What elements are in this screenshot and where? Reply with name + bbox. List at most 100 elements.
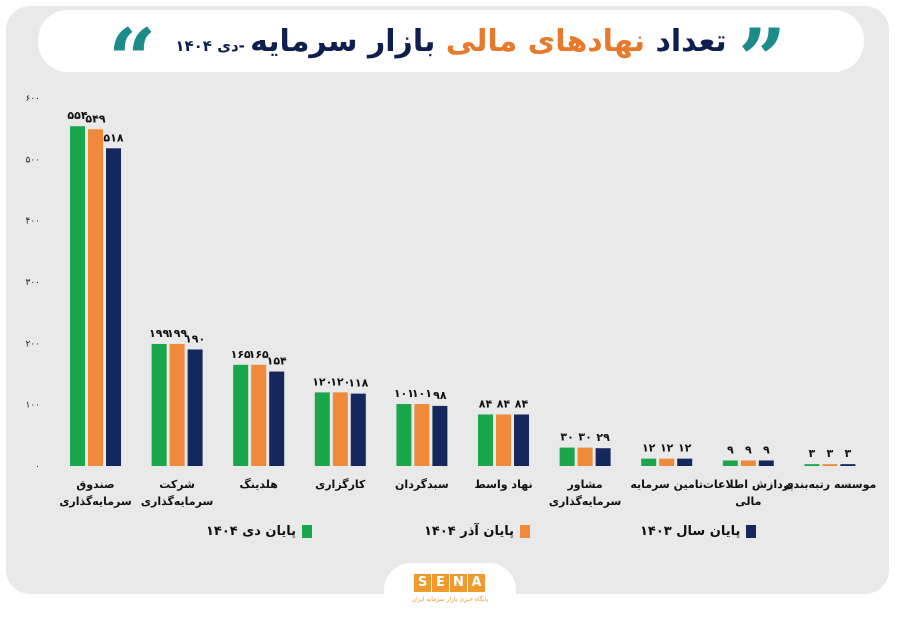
data-label: ۹: [745, 443, 752, 456]
x-tick-label: صندوق: [76, 478, 114, 491]
data-label: ۹۸: [433, 389, 447, 402]
bar: [414, 404, 430, 466]
bar: [677, 458, 693, 466]
y-tick-label: ۴۰۰: [25, 217, 40, 227]
legend-swatch-navy: [746, 525, 757, 538]
bar: [350, 393, 366, 466]
x-tick-label: سرمایه‌گذاری: [549, 495, 621, 508]
legend-label: پایان آذر ۱۴۰۴: [424, 524, 515, 539]
bar: [88, 129, 103, 466]
data-label: ۹: [727, 443, 734, 456]
bar: [478, 414, 493, 466]
y-tick-label: ۱۰۰: [25, 401, 40, 411]
legend-label: پایان سال ۱۴۰۳: [640, 524, 741, 539]
title-accent: نهادهای مالی: [445, 24, 645, 59]
bar: [187, 349, 203, 466]
data-label: ۱۶۵: [231, 348, 251, 361]
bar: [106, 148, 121, 466]
legend-swatch-orange: [520, 525, 531, 538]
bar: [314, 392, 330, 466]
data-label: ۱۱۸: [348, 377, 368, 390]
data-label: ۱۶۵: [249, 348, 269, 361]
y-tick-label: ۰: [35, 462, 40, 472]
data-label: ۱۲: [660, 442, 674, 455]
bar: [758, 460, 774, 466]
x-tick-label: سرمایه‌گذاری: [141, 495, 213, 508]
x-tick-label: هلدینگ: [240, 477, 278, 491]
y-tick-label: ۲۰۰: [25, 339, 40, 349]
data-label: ۱۰۱: [412, 387, 432, 400]
bar: [822, 464, 838, 466]
sena-logo: S E N A: [414, 574, 486, 592]
data-label: ۸۴: [497, 397, 511, 410]
data-label: ۱۵۴: [267, 355, 287, 368]
logo-letter: S: [414, 574, 431, 592]
bar: [740, 460, 756, 466]
logo-tagline: پایگاه خبری بازار سرمایه ایران: [411, 596, 489, 603]
data-label: ۳: [827, 447, 834, 460]
data-label: ۳: [809, 447, 816, 460]
data-label: ۸۴: [479, 397, 493, 410]
page-title: تعداد نهادهای مالی بازار سرمایه -دی ۱۴۰۴: [38, 24, 864, 59]
bar: [269, 371, 285, 466]
title-rest: بازار سرمایه: [250, 24, 446, 59]
y-tick-label: ۶۰۰: [25, 94, 40, 104]
x-tick-label: تامین سرمایه: [630, 478, 703, 491]
bar: [251, 364, 267, 466]
data-label: ۱۲: [642, 442, 656, 455]
x-tick-label: موسسه رتبه‌بندی: [783, 478, 876, 491]
bar: [595, 448, 611, 466]
x-tick-label: سبدگردان: [395, 478, 449, 491]
data-label: ۹: [763, 443, 770, 456]
bar: [514, 414, 529, 466]
data-label: ۲۹: [596, 431, 610, 444]
data-label: ۱۲۰: [312, 375, 332, 388]
bar: [722, 460, 738, 466]
x-tick-label: مشاور: [566, 478, 602, 491]
x-tick-label: سرمایه‌گذاری: [59, 495, 131, 508]
bar: [169, 343, 185, 466]
title-banner: “ ” تعداد نهادهای مالی بازار سرمایه -دی …: [38, 10, 864, 78]
x-tick-label: پردازش اطلاعات: [703, 478, 794, 491]
title-main: تعداد: [645, 24, 727, 59]
data-label: ۳: [845, 447, 852, 460]
x-tick-label: کارگزاری: [315, 478, 366, 491]
quote-open-icon: “: [108, 18, 157, 78]
x-tick-label: شرکت: [159, 478, 195, 491]
bar: [151, 343, 167, 466]
bar: [432, 405, 448, 466]
logo-letter: N: [450, 574, 467, 592]
data-label: ۱۹۰: [185, 332, 205, 345]
x-tick-label: مالی: [735, 495, 761, 508]
data-label: ۱۲۰: [330, 375, 350, 388]
legend-item-sal-1403: پایان سال ۱۴۰۳: [640, 524, 757, 539]
data-label: ۵۵۴: [67, 109, 87, 122]
bar: [332, 392, 348, 466]
x-tick-label: نهاد واسط: [474, 478, 532, 491]
bar: [840, 464, 856, 466]
data-label: ۱۲: [678, 442, 692, 455]
logo-letter: E: [432, 574, 449, 592]
legend-item-azar-1404: پایان آذر ۱۴۰۴: [424, 524, 531, 539]
legend-item-dey-1404: پایان دی ۱۴۰۴: [206, 524, 313, 539]
y-tick-label: ۵۰۰: [25, 155, 40, 165]
legend-swatch-green: [302, 525, 313, 538]
bar: [70, 126, 85, 467]
bar: [804, 464, 820, 466]
bar: [577, 447, 593, 466]
title-date: -دی ۱۴۰۴: [175, 37, 251, 55]
chart-card: [6, 6, 889, 594]
legend-label: پایان دی ۱۴۰۴: [206, 524, 297, 539]
bar: [496, 414, 511, 466]
bar: [233, 364, 249, 466]
bar: [641, 458, 657, 466]
logo-letter: A: [468, 574, 485, 592]
bar: [396, 404, 412, 466]
bar: [659, 458, 675, 466]
data-label: ۱۹۹: [149, 327, 169, 340]
data-label: ۱۹۹: [167, 327, 187, 340]
data-label: ۱۰۱: [394, 387, 414, 400]
data-label: ۳۰: [578, 431, 591, 444]
data-label: ۳۰: [560, 431, 573, 444]
